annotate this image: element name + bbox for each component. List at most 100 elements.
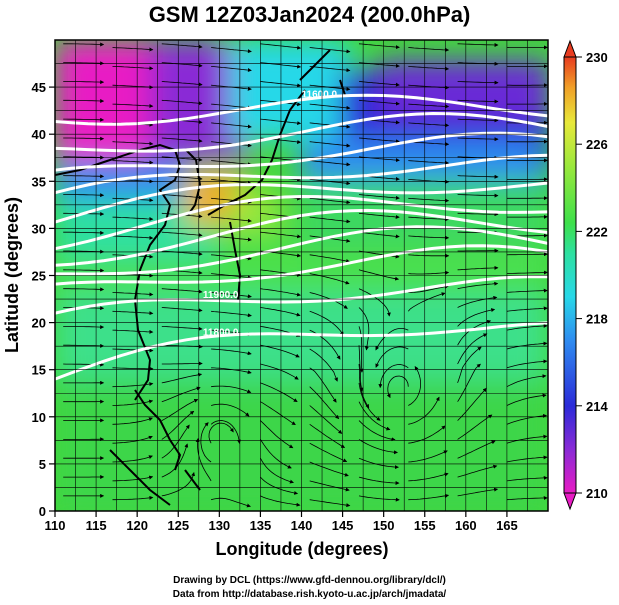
streamline [309,367,337,403]
streamline [358,99,400,106]
streamline [506,434,548,444]
streamline [506,475,548,482]
streamline [63,193,105,198]
streamline [112,435,153,444]
streamline [506,455,548,463]
streamline [358,81,400,87]
streamline [506,413,547,425]
streamline [408,366,421,406]
streamline [211,403,250,417]
streamline [112,103,154,108]
streamline [457,440,496,459]
streamline [211,348,252,356]
streamline [309,292,348,309]
streamline [309,386,340,420]
streamline [211,292,252,299]
streamline [63,325,105,330]
streamline [112,141,154,146]
streamline [358,194,400,200]
streamline [408,160,450,165]
streamline [457,487,499,497]
x-tick-label: 140 [291,518,313,533]
streamline [63,174,105,179]
streamline [260,476,299,495]
streamline [210,420,241,444]
streamline [457,333,488,365]
streamline [457,212,499,217]
streamline [161,326,203,331]
streamline [309,47,351,54]
streamline [457,99,499,104]
streamline [161,43,203,49]
streamline [506,288,548,293]
chart-title: GSM 12Z03Jan2024 (200.0hPa) [148,2,471,27]
streamline [375,346,409,368]
streamline [161,231,203,238]
colorbar-tick-label: 226 [586,137,608,152]
streamline [211,310,252,318]
streamline [309,66,351,73]
streamline [309,348,338,382]
streamline [200,422,212,463]
x-axis-label: Longitude (degrees) [215,539,388,559]
streamline [408,493,450,501]
streamline [260,43,302,50]
x-tick-label: 145 [332,518,354,533]
streamline [358,269,400,281]
y-axis-ticks: 0 5 10 15 20 25 30 35 40 45 [32,80,55,519]
x-tick-label: 110 [45,518,66,533]
streamline [63,230,105,235]
streamline [457,118,499,123]
streamline [63,42,105,47]
streamline [358,420,396,442]
y-axis-label: Latitude (degrees) [2,197,22,353]
streamline [260,344,300,358]
streamline [112,292,154,297]
gridlines [55,40,548,511]
streamline [309,103,351,110]
streamline [358,457,399,470]
streamline [309,310,344,336]
streamline [407,292,446,312]
colorbar-tick-label: 218 [586,312,608,327]
streamline [195,438,212,482]
streamline [63,155,105,160]
streamline [112,455,153,463]
streamline [358,326,364,373]
y-tick-label: 15 [32,363,46,378]
x-tick-label: 165 [496,518,518,533]
streamline [63,287,105,292]
streamline [506,341,548,350]
x-axis-ticks: 110 115 120 125 130 135 140 145 150 155 160 165 [45,511,518,533]
streamline [112,66,154,71]
streamline [408,270,450,275]
streamline [457,281,499,290]
streamline [358,137,400,144]
streamline [260,382,298,403]
streamline [112,495,154,501]
streamline [408,66,450,71]
streamline [309,197,351,205]
streamline [208,422,234,444]
contour-label: 11800.0 [203,327,239,338]
streamline [211,141,252,148]
colorbar-gradient [563,56,577,494]
streamline [211,66,252,73]
y-tick-label: 40 [32,127,46,142]
streamline [358,476,400,485]
streamline [309,461,349,477]
streamline [161,288,203,294]
streamline [408,284,449,293]
streamline [260,401,296,426]
streamline [63,136,105,141]
streamline [260,458,294,484]
streamline [161,372,203,384]
streamline [358,439,398,455]
streamline [309,405,343,434]
x-tick-label: 155 [414,518,436,533]
y-tick-label: 20 [32,316,46,331]
streamline [408,253,450,258]
streamline [309,141,351,148]
streamline [63,343,105,348]
streamline [506,270,548,275]
